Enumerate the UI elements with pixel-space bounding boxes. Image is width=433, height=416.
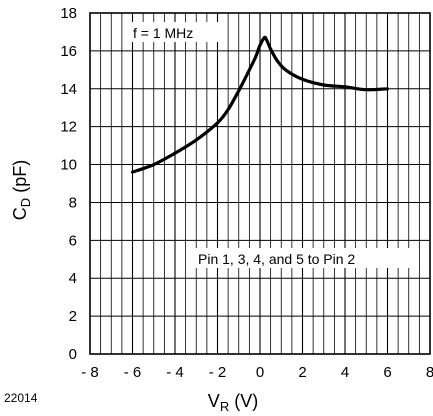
freq-annotation-bg bbox=[128, 22, 223, 42]
y-axis-title: CD (pF) bbox=[10, 160, 33, 220]
x-axis-title: VR (V) bbox=[208, 391, 258, 414]
freq-annotation: f = 1 MHz bbox=[133, 25, 193, 41]
y-tick-labels: 0 2 4 6 8 10 12 14 16 18 bbox=[60, 5, 77, 363]
series-layer bbox=[130, 35, 390, 174]
x-axis-title-sub: R bbox=[220, 399, 229, 414]
x-tick-label: 0 bbox=[256, 364, 264, 381]
x-tick-label: 4 bbox=[341, 364, 349, 381]
x-tick-label: - 2 bbox=[209, 364, 227, 381]
y-axis-title-sub: D bbox=[18, 198, 33, 207]
x-tick-label: 2 bbox=[298, 364, 306, 381]
pin-annotation-bg bbox=[193, 248, 419, 268]
y-tick-label: 14 bbox=[60, 81, 77, 98]
y-tick-label: 18 bbox=[60, 5, 77, 22]
figure-id: 22014 bbox=[4, 391, 38, 405]
x-tick-label: - 6 bbox=[124, 364, 142, 381]
x-tick-labels: - 8 - 6 - 4 - 2 0 2 4 6 8 bbox=[81, 364, 433, 381]
y-tick-label: 0 bbox=[69, 346, 77, 363]
y-tick-label: 6 bbox=[69, 232, 77, 249]
capacitance-curve bbox=[130, 35, 390, 174]
y-tick-label: 16 bbox=[60, 43, 77, 60]
y-tick-label: 4 bbox=[69, 270, 77, 287]
y-axis-title-unit: (pF) bbox=[10, 160, 30, 198]
y-tick-label: 10 bbox=[60, 157, 77, 174]
annotations: f = 1 MHz Pin 1, 3, 4, and 5 to Pin 2 bbox=[128, 22, 419, 268]
x-axis-title-main: V bbox=[208, 391, 220, 411]
y-tick-label: 2 bbox=[69, 308, 77, 325]
plot-frame bbox=[89, 12, 431, 355]
plot-border bbox=[89, 12, 431, 355]
x-tick-label: - 4 bbox=[166, 364, 184, 381]
x-tick-label: 8 bbox=[426, 364, 433, 381]
pin-annotation: Pin 1, 3, 4, and 5 to Pin 2 bbox=[198, 251, 355, 267]
y-tick-label: 12 bbox=[60, 119, 77, 136]
x-tick-label: 6 bbox=[383, 364, 391, 381]
x-tick-label: - 8 bbox=[81, 364, 99, 381]
grid bbox=[90, 13, 430, 354]
y-tick-label: 8 bbox=[69, 194, 77, 211]
x-axis-title-unit: (V) bbox=[229, 391, 258, 411]
y-axis-title-main: C bbox=[10, 207, 30, 220]
